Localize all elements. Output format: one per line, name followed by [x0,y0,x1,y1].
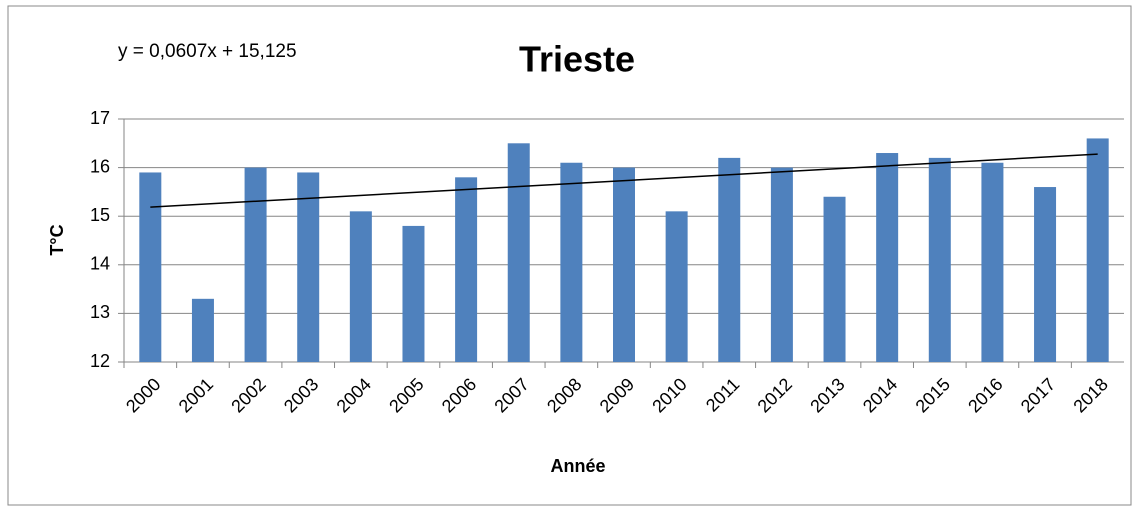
bar [191,298,214,362]
bar [928,157,951,362]
y-tick-label: 12 [90,351,110,371]
y-tick-label: 16 [90,156,110,176]
bar [297,172,320,362]
y-axis-label: T°C [47,224,67,255]
bar [507,143,530,362]
bar [455,177,478,362]
bar [560,162,583,362]
bar [770,167,793,362]
bar [402,225,425,362]
chart-title: Trieste [519,39,635,80]
bar [718,157,741,362]
y-tick-label: 14 [90,254,110,274]
bar [1086,138,1109,362]
bar [139,172,162,362]
equation: y = 0,0607x + 15,125 [118,41,297,62]
bar [244,167,267,362]
x-axis-label: Année [550,456,605,476]
bar [665,211,688,362]
y-tick-label: 15 [90,205,110,225]
bar [1034,187,1057,362]
y-tick-label: 17 [90,108,110,128]
bar [876,153,899,362]
bar [823,196,846,362]
trendline [150,153,1098,208]
y-tick-label: 13 [90,302,110,322]
bar [981,162,1004,362]
bar [349,211,372,362]
bar [613,167,635,362]
